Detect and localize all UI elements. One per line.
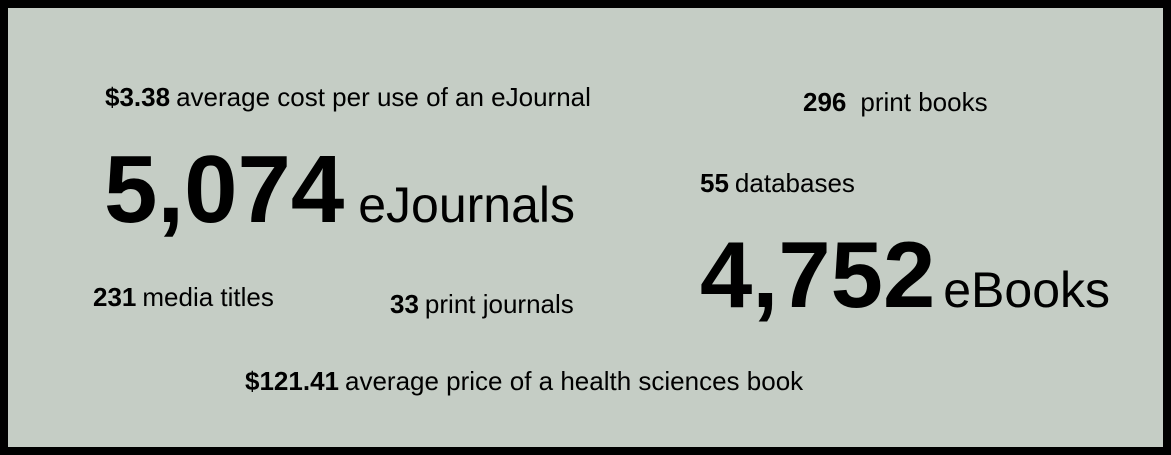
stat-value: 4,752 (700, 222, 935, 327)
stat: 4,752 eBooks (700, 222, 1110, 327)
stat: $3.38 average cost per use of an eJournal (105, 82, 591, 112)
stat: $121.41 average price of a health science… (245, 366, 804, 396)
stat-label: print journals (425, 289, 574, 319)
stat-label: eBooks (943, 262, 1110, 318)
stat-value: 33 (390, 289, 419, 319)
stat-value: $121.41 (245, 366, 339, 396)
stat: 33 print journals (390, 289, 574, 319)
stat-label: media titles (142, 282, 274, 312)
stat-value: 231 (93, 282, 136, 312)
stat: 296 print books (803, 87, 988, 117)
stat-label: print books (860, 87, 987, 117)
stat-value: $3.38 (105, 82, 170, 112)
stat-label: average price of a health sciences book (345, 366, 804, 396)
stat-label: average cost per use of an eJournal (176, 82, 591, 112)
stat: 55 databases (700, 168, 855, 198)
stat: 5,074 eJournals (104, 136, 575, 243)
stat-value: 296 (803, 87, 846, 117)
stat-value: 5,074 (104, 136, 344, 243)
stat: 231 media titles (93, 282, 274, 312)
stat-label: eJournals (358, 177, 575, 233)
stat-value: 55 (700, 168, 729, 198)
stat-label: databases (735, 168, 855, 198)
